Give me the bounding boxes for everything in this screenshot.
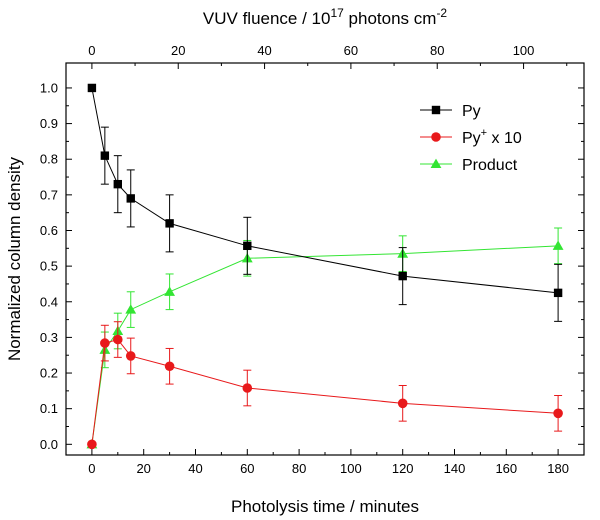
data-point	[125, 304, 137, 314]
data-point	[165, 219, 174, 228]
y-tick-label: 0.0	[40, 437, 58, 452]
y-tick-label: 0.6	[40, 223, 58, 238]
y-tick-label: 0.2	[40, 366, 58, 381]
top-x-axis-title: VUV fluence / 1017 photons cm-2	[203, 6, 448, 28]
top-x-tick-label: 0	[88, 43, 95, 58]
x-tick-label: 160	[495, 461, 517, 476]
legend-label: Py	[462, 103, 481, 120]
x-tick-label: 120	[392, 461, 414, 476]
data-point	[164, 361, 175, 372]
x-tick-label: 0	[88, 461, 95, 476]
y-tick-label: 0.1	[40, 401, 58, 416]
data-point	[126, 194, 135, 203]
series-py	[87, 83, 563, 322]
axis-ticks	[66, 63, 584, 455]
series-py-x-10	[87, 321, 563, 450]
data-point	[243, 241, 252, 251]
x-axis-title: Photolysis time / minutes	[231, 497, 419, 516]
x-tick-label: 140	[444, 461, 466, 476]
legend-item: Py+ x 10	[420, 127, 522, 147]
plot-frame	[65, 62, 585, 456]
y-tick-label: 0.9	[40, 116, 58, 131]
y-tick-label: 1.0	[40, 80, 58, 95]
series-line	[91, 338, 559, 445]
data-point	[552, 240, 564, 250]
legend-item: Py	[420, 103, 481, 120]
series-line	[91, 245, 559, 445]
data-point	[398, 271, 407, 281]
data-point	[164, 286, 175, 296]
y-tick-label: 0.4	[40, 294, 58, 309]
data-point	[113, 179, 122, 189]
top-x-tick-label: 40	[257, 43, 271, 58]
x-tick-label: 40	[188, 461, 202, 476]
x-tick-label: 20	[136, 461, 150, 476]
top-x-tick-label: 80	[430, 43, 444, 58]
legend: Py Py+ x 10 Product	[420, 103, 522, 174]
top-x-tick-label: 20	[171, 43, 185, 58]
data-point	[100, 338, 110, 348]
x-tick-label: 80	[292, 461, 306, 476]
top-x-tick-label: 100	[513, 43, 535, 58]
series-line	[91, 87, 559, 294]
data-point	[87, 439, 97, 450]
y-tick-label: 0.8	[40, 152, 58, 167]
data-point	[87, 83, 97, 93]
data-point	[100, 151, 110, 160]
top-x-tick-label: 60	[344, 43, 358, 58]
data-point	[125, 351, 136, 361]
data-point	[242, 383, 253, 393]
data-point	[113, 334, 123, 345]
legend-marker	[431, 132, 441, 142]
axis-tick-labels: 0 20 40 60 80 100 120 140 160 180 0.0 0.1 0.2 0.3 0.4 0…	[40, 43, 569, 476]
x-tick-label: 60	[240, 461, 254, 476]
series-layer	[86, 83, 564, 450]
data-point	[397, 398, 408, 409]
y-tick-label: 0.7	[40, 187, 58, 202]
legend-item: Product	[420, 157, 518, 174]
legend-label: Py+ x 10	[462, 127, 522, 147]
y-tick-label: 0.3	[40, 330, 58, 345]
data-point	[553, 288, 563, 298]
legend-marker	[430, 158, 442, 169]
y-tick-label: 0.5	[40, 259, 58, 274]
legend-label: Product	[462, 157, 518, 174]
x-tick-label: 100	[340, 461, 362, 476]
data-point	[553, 408, 563, 419]
y-axis-title: Normalized column density	[5, 156, 24, 361]
legend-marker	[431, 105, 441, 115]
x-tick-label: 180	[547, 461, 569, 476]
